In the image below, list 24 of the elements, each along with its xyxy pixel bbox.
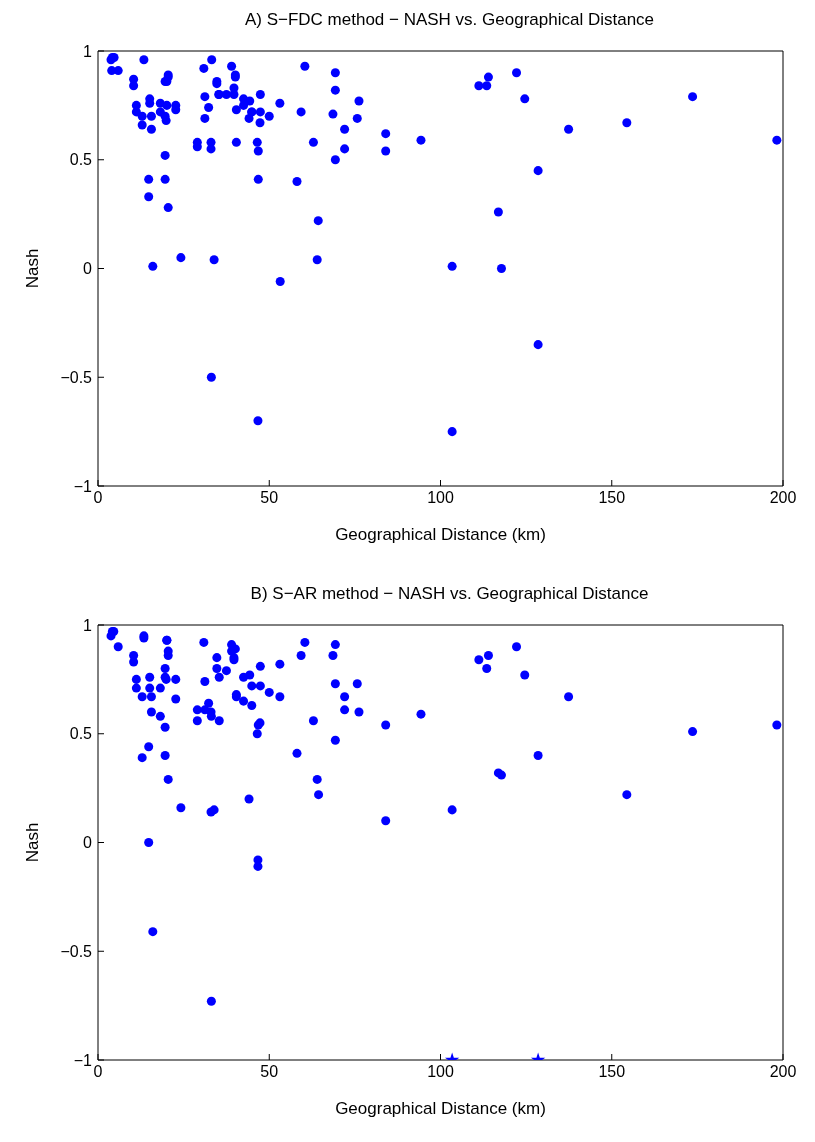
x-tick-label: 50	[260, 1063, 279, 1081]
x-tick-label: 100	[427, 489, 454, 507]
y-tick-label: −1	[73, 1051, 93, 1069]
x-tick-label: 50	[260, 489, 279, 507]
x-tick-label: 150	[598, 1063, 626, 1081]
x-tick-label: 200	[769, 1063, 797, 1081]
y-tick-label: 0	[83, 260, 93, 278]
y-axis-title: Nash	[23, 248, 43, 289]
x-axis-title: Geographical Distance (km)	[335, 1099, 546, 1118]
y-tick-label: 1	[83, 616, 93, 634]
chart-title: A) S−FDC method − NASH vs. Geographical Distance	[243, 9, 656, 31]
chart-title: B) S−AR method − NASH vs. Geographical Distance	[249, 583, 650, 605]
x-tick-label: 150	[598, 489, 626, 507]
x-tick-label: 200	[769, 489, 797, 507]
y-tick-label: −0.5	[60, 368, 93, 386]
y-tick-label: 0	[83, 834, 93, 852]
x-axis-title: Geographical Distance (km)	[335, 525, 546, 544]
y-tick-label: 0.5	[69, 151, 93, 169]
y-axis-title: Nash	[23, 822, 43, 863]
y-tick-label: 1	[83, 42, 93, 60]
y-tick-label: 0.5	[69, 725, 93, 743]
y-tick-label: −1	[73, 477, 93, 495]
y-tick-label: −0.5	[60, 942, 93, 960]
x-tick-label: 100	[427, 1063, 454, 1081]
